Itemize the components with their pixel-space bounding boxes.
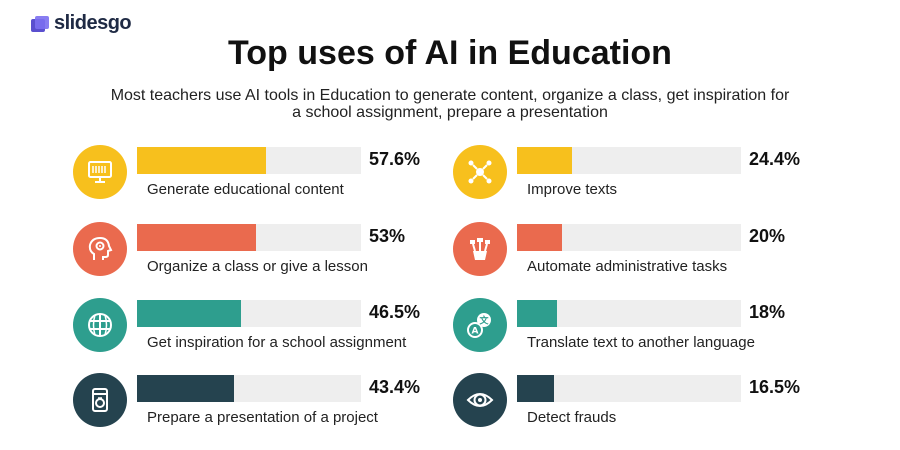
bar-value-label: 20%	[749, 226, 786, 246]
chart-subtitle: Most teachers use AI tools in Education …	[110, 87, 790, 121]
flask-icon	[73, 373, 127, 427]
bar-track	[517, 147, 741, 174]
bar-fill	[137, 224, 256, 251]
plant-pot-icon	[453, 222, 507, 276]
bar-fill	[137, 300, 242, 327]
bar-row: 20% Automate administrative tasks	[453, 222, 833, 292]
bar-row: 46.5% Get inspiration for a school assign…	[73, 298, 453, 368]
svg-text:A: A	[472, 327, 479, 337]
network-icon	[453, 145, 507, 199]
bar-category-label: Detect frauds	[527, 409, 617, 426]
bar-row: 57.6% Generate educational content	[73, 145, 453, 215]
bar-row: 53% Organize a class or give a lesson	[73, 222, 453, 292]
slidesgo-logo-icon	[31, 15, 49, 32]
head-gear-icon	[73, 222, 127, 276]
bar-value-label: 53%	[369, 226, 406, 246]
monitor-icon	[73, 145, 127, 199]
bar-track	[517, 224, 741, 251]
bar-track	[137, 375, 361, 402]
bar-fill	[517, 224, 562, 251]
bar-value-label: 43.4%	[369, 377, 421, 397]
bar-row: 16.5% Detect frauds	[453, 373, 833, 443]
bar-track	[517, 375, 741, 402]
bar-track	[137, 147, 361, 174]
bar-track	[517, 300, 741, 327]
bar-category-label: Automate administrative tasks	[527, 258, 728, 275]
brand-logo: slidesgo	[30, 12, 132, 35]
bar-fill	[517, 147, 572, 174]
bar-category-label: Improve texts	[527, 181, 618, 198]
bar-fill	[517, 375, 554, 402]
globe-icon	[73, 298, 127, 352]
bar-category-label: Generate educational content	[147, 181, 344, 198]
bar-fill	[517, 300, 558, 327]
bar-value-label: 16.5%	[749, 377, 801, 397]
brand-name: slidesgo	[54, 12, 132, 34]
bar-category-label: Translate text to another language	[527, 334, 755, 351]
bar-track	[137, 300, 361, 327]
bar-row: 24.4% Improve texts	[453, 145, 833, 215]
bar-fill	[137, 375, 235, 402]
bar-fill	[137, 147, 267, 174]
bar-category-label: Organize a class or give a lesson	[147, 258, 368, 275]
chart-title: Top uses of AI in Education	[228, 34, 672, 72]
bar-row: 43.4% Prepare a presentation of a project	[73, 373, 453, 443]
bar-row: 文 A 18% Translate text to another language	[453, 298, 833, 368]
bar-track	[137, 224, 361, 251]
bar-category-label: Prepare a presentation of a project	[147, 409, 378, 426]
bar-value-label: 18%	[749, 302, 786, 322]
bar-value-label: 24.4%	[749, 149, 801, 169]
bar-value-label: 57.6%	[369, 149, 421, 169]
eye-icon	[453, 373, 507, 427]
svg-text:文: 文	[478, 315, 489, 327]
bar-category-label: Get inspiration for a school assignment	[147, 334, 407, 351]
bar-value-label: 46.5%	[369, 302, 421, 322]
